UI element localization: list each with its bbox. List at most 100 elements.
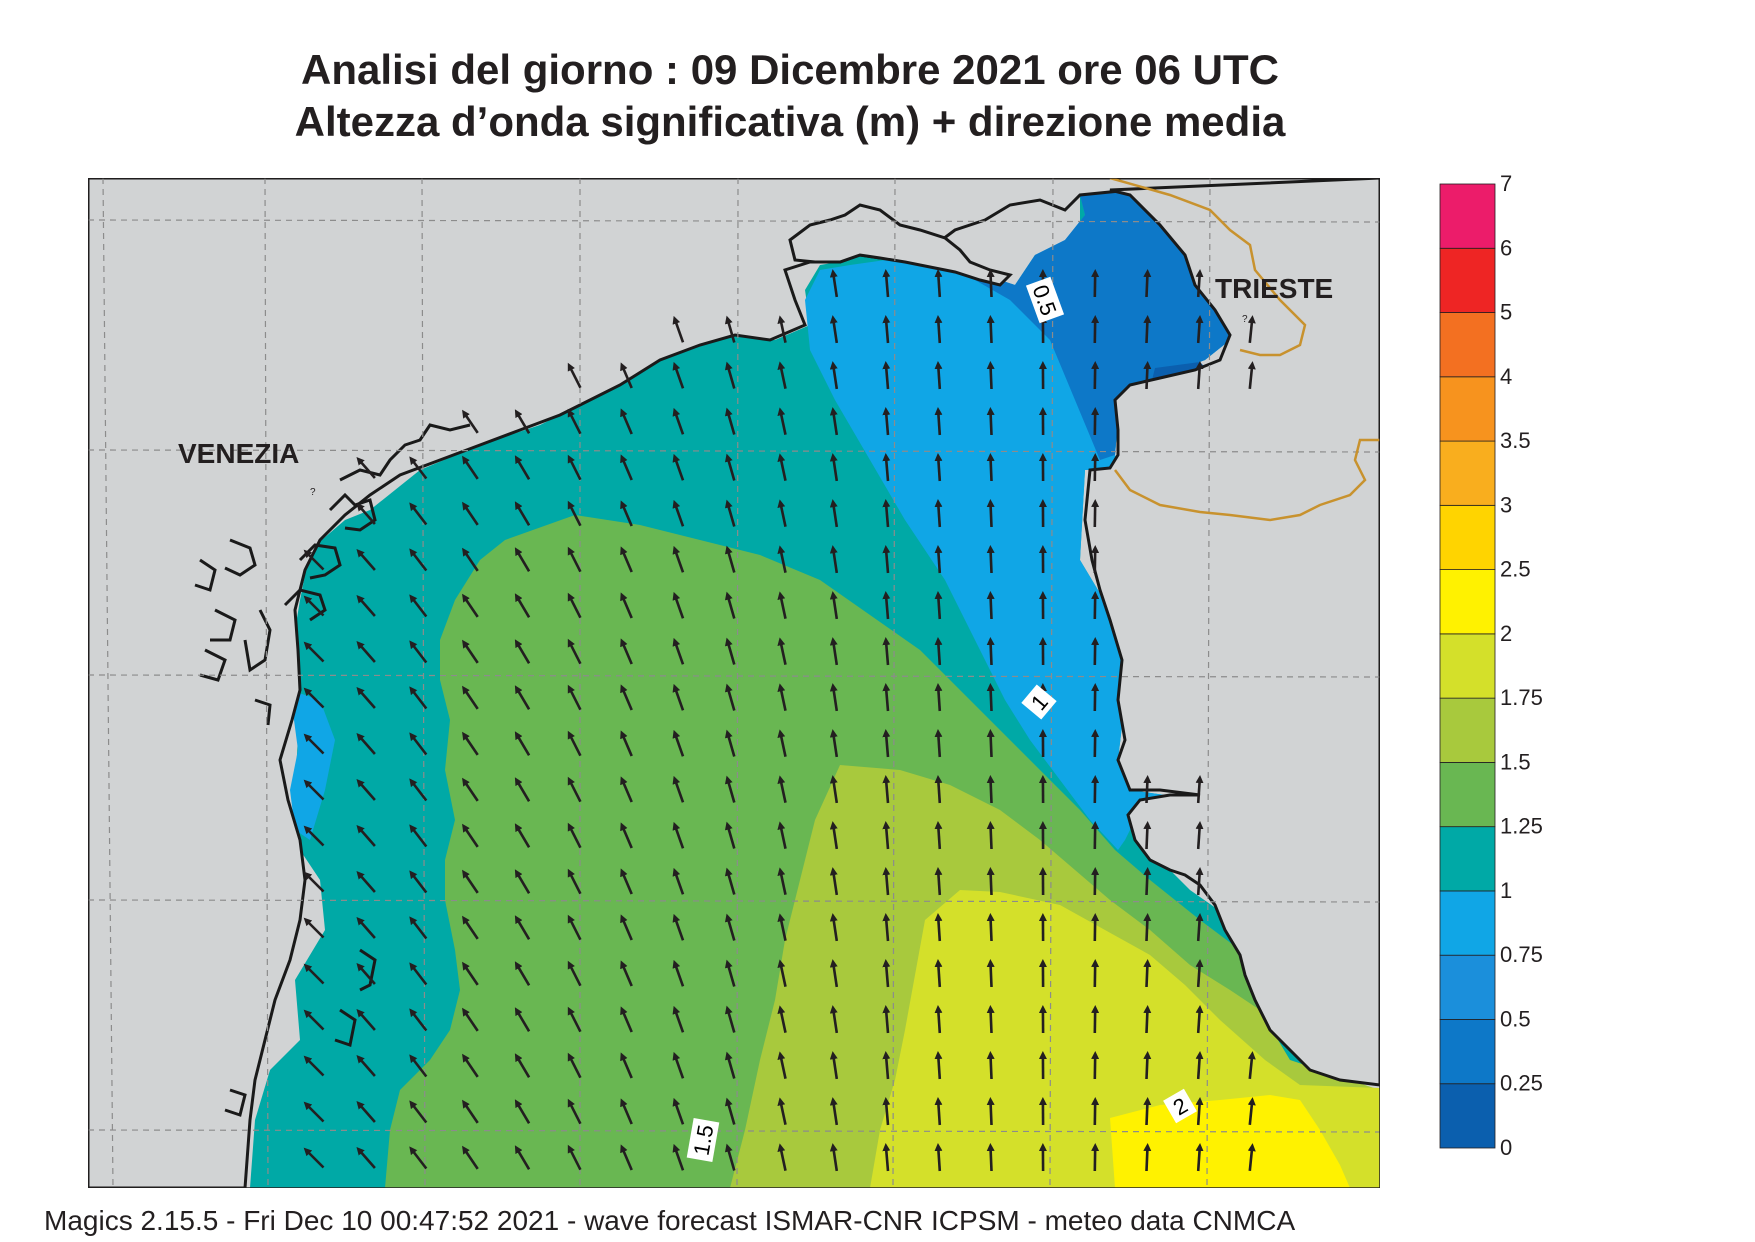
wave-arrow — [934, 821, 943, 850]
legend-swatch — [1439, 697, 1496, 763]
wave-arrow — [514, 869, 531, 894]
wave-arrow — [514, 1053, 531, 1078]
legend-swatch — [1439, 183, 1496, 249]
wave-arrow — [303, 779, 325, 801]
wave-arrow — [514, 455, 531, 480]
wave-arrow — [303, 1101, 325, 1123]
wave-arrow — [934, 407, 943, 436]
wave-arrow — [829, 499, 839, 528]
wave-arrow — [934, 545, 943, 574]
wave-arrow — [1143, 867, 1152, 896]
wave-arrow — [672, 913, 685, 941]
wave-arrow — [986, 315, 995, 344]
wave-arrow — [567, 776, 582, 803]
map-title: Analisi del giorno : 09 Dicembre 2021 or… — [301, 46, 1279, 93]
wave-arrow — [934, 1051, 943, 1080]
wave-direction-arrows — [303, 269, 1256, 1172]
wave-arrow — [620, 684, 633, 711]
wave-arrow — [462, 1145, 479, 1170]
wave-arrow — [409, 594, 428, 618]
wave-arrow — [724, 591, 736, 619]
wave-arrow — [567, 408, 582, 435]
legend-swatch — [1439, 504, 1496, 571]
wave-arrow — [724, 683, 736, 711]
wave-arrow — [1143, 1005, 1152, 1034]
wave-arrow — [514, 409, 531, 434]
wave-arrow — [777, 499, 787, 527]
wave-arrow — [567, 546, 582, 573]
wave-arrow — [620, 408, 633, 435]
wave-arrow — [829, 821, 839, 850]
wave-arrow — [882, 1097, 891, 1126]
city-label-venezia: VENEZIA — [178, 438, 299, 469]
wave-arrow — [882, 729, 891, 758]
wave-arrow — [986, 1051, 995, 1080]
wave-arrow — [829, 591, 839, 620]
wave-arrow — [462, 1099, 479, 1124]
wave-arrow — [567, 362, 582, 389]
wave-arrow — [672, 959, 685, 987]
wave-arrow — [620, 960, 633, 987]
wave-arrow — [882, 499, 891, 528]
wave-arrow — [672, 361, 685, 389]
wave-arrow — [724, 913, 736, 941]
legend-tick-label: 0.25 — [1500, 1071, 1543, 1096]
wave-arrow — [882, 821, 891, 850]
wave-arrow — [829, 913, 839, 942]
wave-arrow — [1195, 775, 1204, 804]
wave-arrow — [724, 775, 736, 803]
wave-arrow — [356, 594, 376, 617]
wave-arrow — [724, 407, 736, 435]
wave-arrow — [514, 961, 531, 986]
wave-arrow — [356, 456, 376, 479]
legend-swatch — [1439, 247, 1496, 313]
wave-arrow — [986, 1005, 995, 1034]
wave-arrow — [356, 686, 376, 709]
wave-arrow — [620, 1098, 633, 1125]
wave-arrow — [829, 407, 839, 436]
wave-arrow — [986, 775, 995, 804]
wave-arrow — [672, 407, 685, 435]
wave-arrow — [514, 593, 531, 618]
wave-arrow — [620, 362, 633, 389]
wave-arrow — [303, 963, 325, 985]
legend-tick-label: 7 — [1500, 171, 1512, 196]
wave-arrow — [777, 453, 787, 481]
wave-arrow — [934, 1005, 943, 1034]
wave-arrow — [724, 729, 736, 757]
legend-swatch — [1439, 569, 1496, 635]
city-label-trieste: TRIESTE — [1215, 273, 1333, 304]
wave-arrow — [882, 269, 891, 298]
wave-arrow — [409, 732, 428, 756]
map-subtitle: Altezza d’onda significativa (m) + direz… — [294, 98, 1286, 145]
wave-arrow — [514, 639, 531, 664]
wave-arrow — [1143, 1051, 1152, 1080]
legend-tick-label: 0.5 — [1500, 1006, 1531, 1031]
legend-tick-label: 1.25 — [1500, 814, 1543, 839]
wave-arrow — [882, 1051, 891, 1080]
wave-arrow — [934, 269, 943, 298]
wave-arrow — [1143, 913, 1152, 942]
legend-swatch — [1439, 826, 1496, 892]
wave-arrow — [829, 1005, 839, 1034]
wave-arrow — [882, 683, 891, 712]
wave-arrow — [620, 638, 633, 665]
wave-arrow — [462, 1007, 479, 1032]
wave-arrow — [1195, 959, 1204, 988]
wave-arrow — [1195, 315, 1204, 344]
land-istria-coast — [1083, 178, 1380, 1087]
wave-arrow — [567, 822, 582, 849]
wave-arrow — [462, 915, 479, 940]
wave-arrow — [777, 867, 787, 895]
wave-arrow — [882, 775, 891, 804]
legend-tick-label: 0 — [1500, 1135, 1512, 1160]
wave-arrow — [409, 1054, 428, 1078]
wave-arrow — [672, 1143, 685, 1171]
city-marker-trieste: ? — [1242, 314, 1248, 325]
legend-tick-label: 6 — [1500, 235, 1512, 260]
wave-arrow — [620, 776, 633, 803]
grado-islands — [788, 203, 1013, 287]
wave-arrow — [882, 1143, 891, 1172]
wave-arrow — [462, 639, 479, 664]
wave-arrow — [724, 453, 736, 481]
